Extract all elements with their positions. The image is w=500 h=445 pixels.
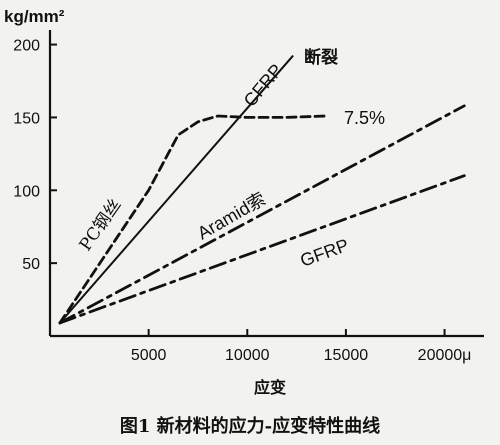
series-line-PC钢丝 — [58, 114, 328, 325]
x-tick-label: 10000 — [225, 347, 270, 364]
series-line-Aramid索 — [58, 104, 466, 325]
x-tick-label: 20000μ — [418, 347, 472, 364]
y-tick-label: 150 — [13, 110, 40, 127]
series-label-cfrp: CFRP — [240, 60, 287, 110]
y-tick-label: 50 — [22, 256, 40, 273]
x-tick-label: 15000 — [324, 347, 369, 364]
series-label-gfrp: GFRP — [298, 235, 352, 271]
figure-caption: 图1 新材料的应力-应变特性曲线 — [120, 415, 380, 437]
annotation-7-5-percent: 7.5% — [344, 108, 385, 128]
y-tick-label: 200 — [13, 38, 40, 55]
series-layer — [58, 55, 466, 325]
series-line-CFRP — [58, 55, 294, 324]
x-axis-title: 应变 — [254, 378, 286, 397]
annotation-fracture: 断裂 — [304, 47, 338, 68]
series-label-pc: PC钢丝 — [76, 196, 126, 255]
x-tick-label: 5000 — [131, 347, 167, 364]
series-line-GFRP — [58, 174, 466, 325]
y-axis-title: kg/mm² — [4, 7, 65, 26]
y-tick-label: 100 — [13, 183, 40, 200]
axis-ticks: 50 100 150 200 5000 10000 15000 20000μ — [13, 38, 471, 364]
